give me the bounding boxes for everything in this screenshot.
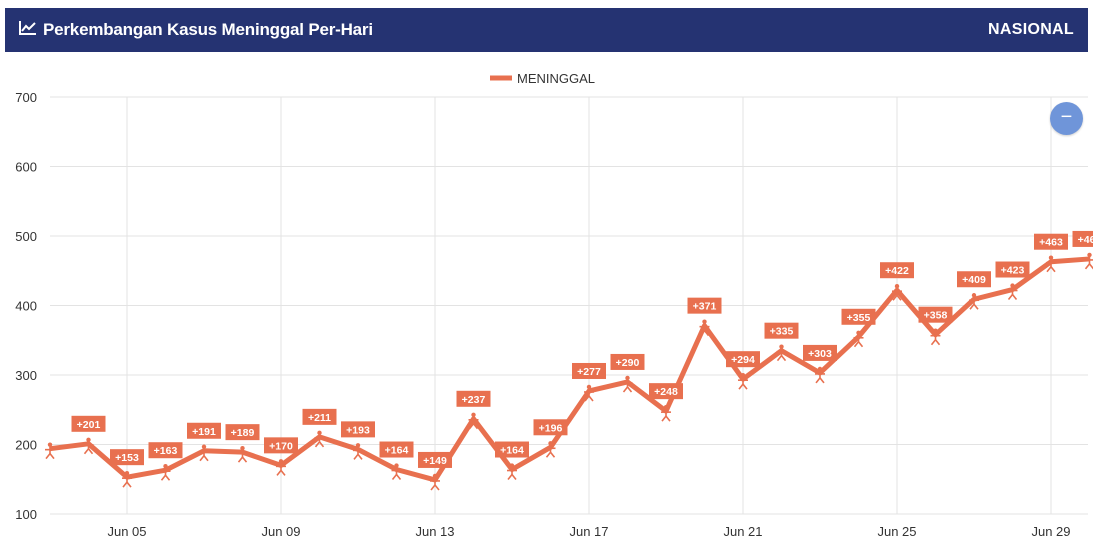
data-label: +423 [1001, 265, 1025, 277]
data-label: +422 [885, 265, 909, 277]
chart-header: Perkembangan Kasus Meninggal Per-Hari NA… [5, 8, 1088, 52]
data-label: +196 [539, 422, 563, 434]
data-label: +201 [77, 419, 101, 431]
data-label: +164 [385, 445, 409, 457]
y-tick-label: 400 [15, 299, 37, 314]
data-label: +277 [577, 366, 601, 378]
data-label: +170 [269, 440, 293, 452]
legend-label: MENINGGAL [517, 71, 595, 86]
y-tick-label: 200 [15, 438, 37, 453]
data-label: +463 [1039, 237, 1063, 249]
data-label: +163 [154, 445, 178, 457]
data-label: +335 [770, 326, 794, 338]
line-chart: 100 200 300 400 500 600 700 Jun 05 Jun 09 Jun 13 J… [0, 52, 1093, 549]
data-label: +467 [1078, 234, 1093, 246]
line-chart-icon [19, 20, 37, 41]
data-label: +290 [616, 357, 640, 369]
chart-title-wrap: Perkembangan Kasus Meninggal Per-Hari [19, 8, 373, 52]
data-label: +164 [500, 445, 524, 457]
y-tick-label: 300 [15, 368, 37, 383]
data-label: +409 [962, 274, 986, 286]
x-tick-label: Jun 29 [1031, 524, 1070, 539]
y-tick-label: 100 [15, 507, 37, 522]
data-label: +211 [308, 412, 331, 424]
region-label: NASIONAL [988, 8, 1074, 52]
data-label: +153 [115, 452, 139, 464]
data-label: +371 [693, 301, 717, 313]
y-tick-label: 600 [15, 160, 37, 175]
data-label: +248 [654, 386, 678, 398]
data-label: +294 [731, 354, 755, 366]
data-label: +355 [847, 312, 871, 324]
x-tick-label: Jun 21 [723, 524, 762, 539]
zoom-out-button[interactable]: − [1050, 102, 1083, 135]
data-label: +193 [346, 424, 370, 436]
minus-icon: − [1061, 106, 1073, 128]
x-tick-label: Jun 09 [261, 524, 300, 539]
data-label: +191 [192, 426, 216, 438]
data-label: +189 [231, 427, 255, 439]
chart-area: 100 200 300 400 500 600 700 Jun 05 Jun 09 Jun 13 J… [0, 52, 1093, 549]
x-tick-label: Jun 05 [107, 524, 146, 539]
chart-title: Perkembangan Kasus Meninggal Per-Hari [43, 20, 373, 40]
data-label: +303 [808, 348, 832, 360]
x-tick-label: Jun 25 [877, 524, 916, 539]
data-label: +237 [462, 394, 486, 406]
y-tick-label: 700 [15, 90, 37, 105]
x-tick-label: Jun 13 [415, 524, 454, 539]
y-tick-label: 500 [15, 229, 37, 244]
data-label: +358 [924, 310, 948, 322]
data-label: +149 [423, 455, 447, 467]
x-tick-label: Jun 17 [569, 524, 608, 539]
